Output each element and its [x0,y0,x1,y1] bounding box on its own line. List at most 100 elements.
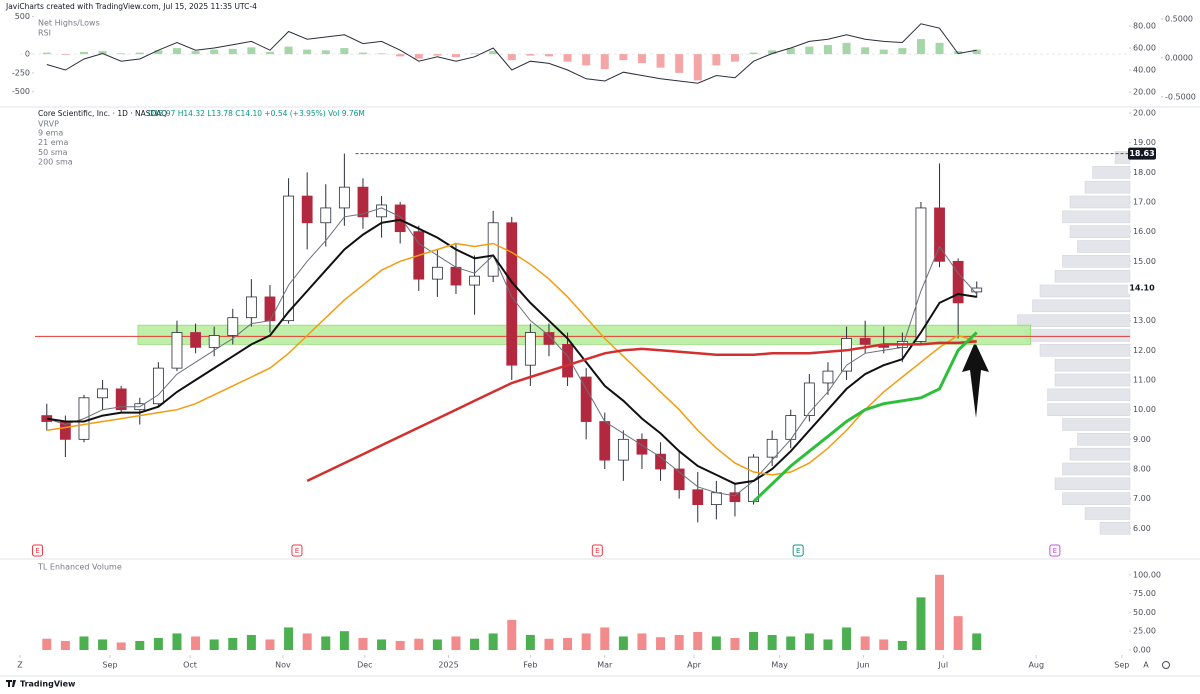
x-tick-label: Apr [687,661,702,670]
volume-profile-bar [1077,240,1131,253]
candle-body [450,266,462,286]
x-tick-label: 2025 [438,661,458,670]
histogram-bar [898,48,907,55]
x-tick-label: Jun [856,661,870,670]
candle-body [822,370,834,384]
volume-bar [284,627,294,650]
y-tick-label: 16.00 [1133,227,1156,236]
y-tick-label: 17.00 [1133,198,1156,207]
volume-profile-bar [1062,462,1131,476]
histogram-bar [414,54,423,59]
candle-body [766,438,778,458]
candle-body [599,421,611,461]
event-marker [591,544,603,557]
volume-profile-bar [1024,329,1131,342]
histogram-bar [451,54,460,58]
candle-body [692,489,704,505]
volume-bar [674,634,684,650]
volume-bar [209,639,219,650]
histogram-bar [861,47,870,55]
candle-body [190,332,201,348]
histogram-bar [563,54,572,62]
y-tick-label: 7.00 [1133,494,1151,503]
y-tick-label: 40.00 [1133,66,1156,75]
candle-body [710,492,722,506]
event-label: E [295,547,299,555]
histogram-bar [768,50,777,55]
candle-body [431,266,443,280]
volume-bar [953,616,963,650]
y-tick-label: 18.00 [1133,168,1156,177]
candle-body [171,332,183,369]
histogram-bar [396,54,405,57]
y-tick-label: 8.00 [1133,465,1151,474]
x-tick-label: Aug [1028,661,1044,670]
volume-bar [42,638,52,650]
volume-profile-bar [1062,492,1131,505]
volume-bar [414,638,424,650]
histogram-bar [284,46,293,55]
rsi-line [46,23,977,84]
annotation-arrow [962,342,989,418]
event-label: E [1053,547,1057,555]
histogram-bar [303,49,312,55]
y-tick-label: -0.5000 [1165,92,1196,101]
volume-bar [804,633,814,650]
volume-profile-bar [1084,507,1131,520]
histogram-bar [154,50,163,55]
candle-body [301,195,313,224]
event-label: E [796,547,800,555]
histogram-bar [656,54,665,68]
histogram-bar [79,51,88,55]
volume-profile-bar [1092,166,1131,179]
panel-title: TL Enhanced Volume [37,563,122,572]
y-tick-label: 10.00 [1133,405,1156,414]
x-tick-label: Z [17,661,23,670]
volume-bar [116,642,126,650]
candle-body [729,492,741,503]
histogram-bar [117,53,126,55]
volume-bar [600,627,610,650]
volume-bar [711,636,721,650]
y-tick-label: 11.00 [1133,376,1156,385]
volume-bar [377,639,387,650]
histogram-bar [805,46,814,55]
volume-bar [339,631,349,650]
histogram-bar [916,39,925,55]
price-label-box [1128,147,1156,160]
volume-profile-bar [1054,477,1131,491]
logo-icon [6,680,16,687]
volume-bar [544,638,554,650]
volume-profile-bar [1039,284,1131,298]
volume-bar [637,633,647,650]
histogram-bar [712,54,721,66]
histogram-bar [191,51,200,55]
legend-entry: RSI [38,29,51,38]
volume-bar [842,627,852,650]
volume-bar [358,637,368,650]
volume-bar [507,619,517,650]
histogram-bar [340,48,349,55]
y-tick-label: 0.0000 [1165,53,1193,62]
candle-body [803,382,815,417]
histogram-bar [786,48,795,55]
histogram-bar [489,51,498,55]
candle-body [524,332,536,366]
x-tick-label: Sep [102,661,117,670]
event-marker [792,544,804,557]
volume-profile-bar [1062,210,1131,224]
candle-body [97,388,108,399]
candle-body [227,317,239,336]
volume-bar [749,631,759,650]
candle-body [562,343,573,378]
y-tick-label: 75.00 [1133,589,1156,598]
histogram-bar [693,54,702,81]
candle-body [655,453,666,470]
event-marker [1049,544,1061,557]
auto-scale-button[interactable]: A [1143,661,1149,670]
settings-button[interactable] [1162,661,1170,669]
x-tick-label: Dec [357,661,372,670]
y-tick-label: 19.00 [1133,138,1156,147]
y-tick-label: 12.00 [1133,346,1156,355]
candle-body [859,338,871,345]
